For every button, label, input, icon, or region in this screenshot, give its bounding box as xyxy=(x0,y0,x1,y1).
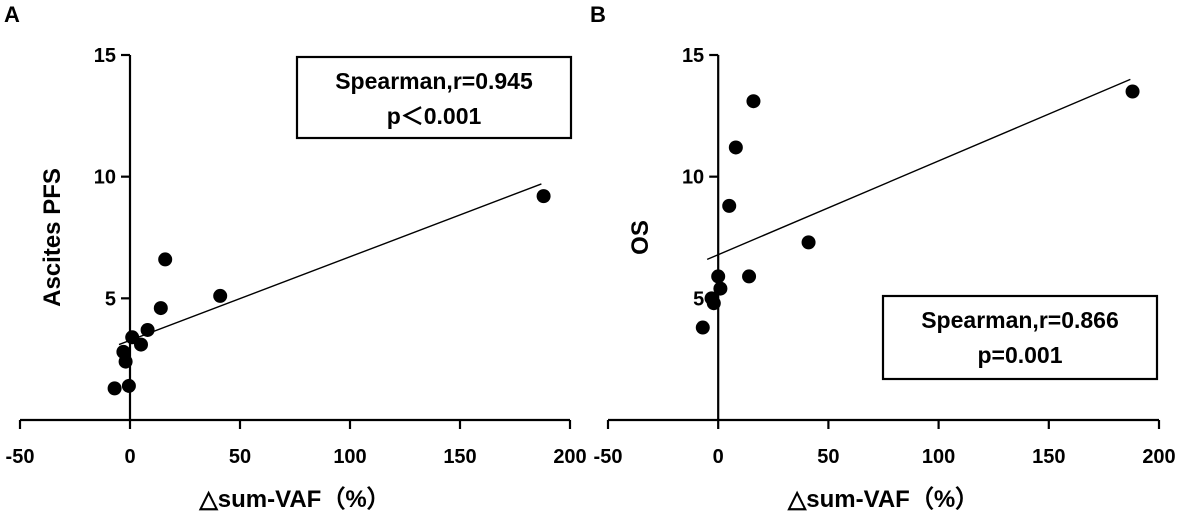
panel-label: B xyxy=(590,2,606,27)
x-tick-label: 100 xyxy=(333,446,366,468)
x-tick-label: 100 xyxy=(922,446,955,468)
x-tick-label: 150 xyxy=(443,446,476,468)
x-axis-label: △sum-VAF（%） xyxy=(198,486,390,513)
x-axis-label: △sum-VAF（%） xyxy=(787,486,979,513)
annotation-box xyxy=(881,294,1159,381)
fit-line xyxy=(706,78,1131,261)
x-tick-label: 50 xyxy=(229,446,251,468)
data-point xyxy=(706,296,721,311)
annotation-stat: Spearman,r=0.866 xyxy=(921,307,1119,333)
data-point xyxy=(801,235,816,250)
data-point xyxy=(158,252,173,267)
data-point xyxy=(746,94,761,109)
y-tick-label: 10 xyxy=(94,167,116,189)
y-tick-label: 5 xyxy=(693,288,704,310)
x-tick-label: 0 xyxy=(713,446,724,468)
chart-panel-a: A -50 0 50 100 150 200 5 10 15 △sum-VAF（%） Ascites … xyxy=(4,2,587,513)
x-tick-label: 150 xyxy=(1032,446,1065,468)
data-point xyxy=(711,269,726,284)
chart-panel-b: B -50 0 50 100 150 200 5 10 15 △sum-VAF（%） OS Spearm… xyxy=(590,2,1176,513)
x-tick-label: 200 xyxy=(1142,446,1175,468)
y-tick-label: 5 xyxy=(105,288,116,310)
data-point xyxy=(140,322,155,337)
data-point xyxy=(742,269,757,284)
data-point xyxy=(213,288,228,303)
data-point xyxy=(107,381,122,396)
data-point xyxy=(134,337,148,352)
annotation-pvalue: p＜0.001 xyxy=(387,103,482,129)
annotation-pvalue: p=0.001 xyxy=(977,342,1062,368)
y-tick-label: 10 xyxy=(682,167,704,189)
x-tick-label: 50 xyxy=(817,446,839,468)
y-axis-label: OS xyxy=(627,220,654,255)
x-tick-label: 0 xyxy=(124,446,135,468)
panel-label: A xyxy=(4,2,20,27)
y-tick-label: 15 xyxy=(94,45,116,67)
y-tick-label: 15 xyxy=(682,45,704,67)
x-tick-label: 200 xyxy=(553,446,586,468)
data-point xyxy=(713,281,728,296)
data-point xyxy=(722,198,737,213)
x-tick-label: -50 xyxy=(594,446,623,468)
data-point xyxy=(728,140,743,155)
annotation-stat: Spearman,r=0.945 xyxy=(335,68,533,94)
x-tick-label: -50 xyxy=(6,446,35,468)
data-point xyxy=(121,378,136,393)
y-axis-label: Ascites PFS xyxy=(39,168,66,307)
data-point xyxy=(1125,84,1140,99)
fit-line xyxy=(118,183,542,346)
data-point xyxy=(153,301,168,316)
annotation-box xyxy=(295,55,573,140)
data-point xyxy=(118,354,133,369)
data-point xyxy=(536,189,551,204)
data-point xyxy=(695,320,710,335)
